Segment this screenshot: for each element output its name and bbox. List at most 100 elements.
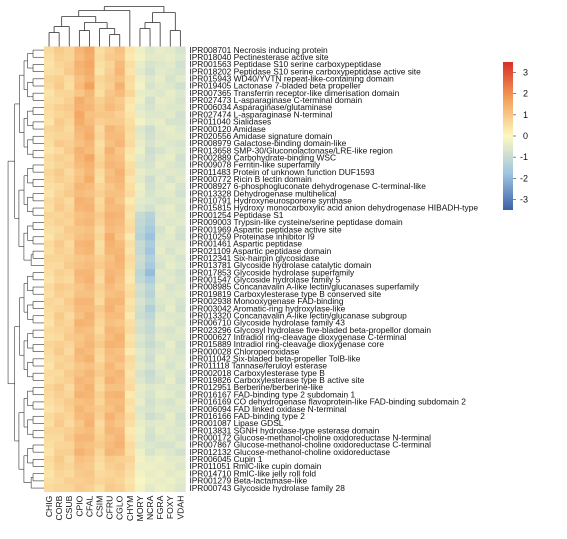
heatmap-cell xyxy=(84,484,95,492)
heatmap-cell xyxy=(64,125,75,133)
heatmap-cell xyxy=(155,355,166,363)
heatmap-cell xyxy=(124,147,136,155)
heatmap-cell xyxy=(114,297,126,306)
heatmap-cell xyxy=(165,168,176,177)
heatmap-cell xyxy=(175,247,186,256)
heatmap-cell xyxy=(114,53,126,62)
heatmap-cell xyxy=(175,369,186,378)
heatmap-cell xyxy=(94,455,105,464)
heatmap-cell xyxy=(104,312,115,320)
heatmap-cell xyxy=(114,398,126,406)
heatmap-cell xyxy=(104,175,115,184)
heatmap-cell xyxy=(114,427,126,435)
color-legend: 3 2 1 0 -1 -2 -3 xyxy=(503,62,528,210)
row-label: IPR006710 Glycoside hydrolase family 43 xyxy=(189,318,345,328)
heatmap-cell xyxy=(74,261,85,270)
heatmap-cell xyxy=(165,312,176,320)
heatmap-cell xyxy=(44,147,55,155)
heatmap-cell xyxy=(64,419,75,428)
heatmap-cell xyxy=(114,60,126,69)
heatmap-cell xyxy=(84,60,95,69)
colorbar-tick-label: 0 xyxy=(523,131,528,141)
heatmap-cell xyxy=(165,326,176,334)
heatmap-cell xyxy=(145,448,156,457)
heatmap-cell xyxy=(124,355,136,363)
heatmap-cell xyxy=(124,477,136,485)
heatmap-cell xyxy=(134,355,146,363)
heatmap-cell xyxy=(54,427,65,435)
heatmap-cell xyxy=(124,82,136,90)
heatmap-cell xyxy=(64,147,75,155)
heatmap-cell xyxy=(64,139,75,148)
row-label: IPR018202 Peptidase S10 serine carboxype… xyxy=(189,66,421,76)
heatmap-cell xyxy=(84,254,95,263)
heatmap-cell xyxy=(74,139,85,148)
heatmap-cell xyxy=(145,398,156,406)
heatmap-cell xyxy=(124,218,136,227)
heatmap-cell xyxy=(84,441,95,449)
heatmap-cell xyxy=(94,405,105,413)
heatmap-cell xyxy=(84,477,95,485)
heatmap-cell xyxy=(104,118,115,126)
heatmap-cell xyxy=(145,434,156,442)
heatmap-cell xyxy=(134,484,146,492)
heatmap-cell xyxy=(104,240,115,248)
heatmap-cell xyxy=(104,362,115,370)
heatmap-cell xyxy=(44,297,55,306)
heatmap-cell xyxy=(114,412,126,421)
heatmap-cell xyxy=(54,441,65,449)
row-label: IPR011118 Tannase/feruloyl esterase xyxy=(189,361,327,371)
heatmap-cell xyxy=(124,448,136,457)
heatmap-cell xyxy=(74,448,85,457)
heatmap-cell xyxy=(54,383,65,392)
heatmap-cell xyxy=(84,326,95,334)
heatmap-cell xyxy=(124,226,136,234)
heatmap-cell xyxy=(155,448,166,457)
column-label: NCRA xyxy=(145,495,155,520)
heatmap-cell xyxy=(74,383,85,392)
heatmap-cell xyxy=(94,283,105,291)
heatmap-cell xyxy=(155,75,166,83)
column-label: FOXY xyxy=(165,495,175,519)
heatmap-cell xyxy=(114,197,126,205)
heatmap-cell xyxy=(145,154,156,162)
heatmap-cell xyxy=(64,462,75,471)
heatmap-cell xyxy=(155,427,166,435)
heatmap-cell xyxy=(145,254,156,263)
heatmap-cell xyxy=(64,276,75,284)
heatmap-cell xyxy=(54,319,65,327)
heatmap-cell xyxy=(165,82,176,90)
heatmap-cell xyxy=(64,333,75,342)
heatmap-cell xyxy=(155,204,166,212)
heatmap-cell xyxy=(134,75,146,83)
heatmap-cell xyxy=(155,168,166,177)
heatmap-cell xyxy=(94,477,105,485)
heatmap-cell xyxy=(74,147,85,155)
heatmap-cell xyxy=(104,218,115,227)
row-label: IPR017853 Glycoside hydrolase superfamil… xyxy=(189,267,355,277)
heatmap-cell xyxy=(44,226,55,234)
heatmap-cell xyxy=(104,470,115,478)
heatmap-cell xyxy=(155,96,166,105)
heatmap-cell xyxy=(165,290,176,299)
heatmap-cell xyxy=(74,455,85,464)
heatmap-cell xyxy=(175,60,186,69)
heatmap-cell xyxy=(155,276,166,284)
heatmap-cell xyxy=(64,190,75,198)
heatmap-cell xyxy=(134,53,146,62)
heatmap-cell xyxy=(104,154,115,162)
heatmap-cell xyxy=(175,218,186,227)
heatmap-cell xyxy=(84,261,95,270)
heatmap-cell xyxy=(175,254,186,263)
heatmap-cell xyxy=(155,161,166,169)
heatmap-cell xyxy=(44,326,55,334)
heatmap-cell xyxy=(114,204,126,212)
row-label: IPR002018 Carboxylesterase type B xyxy=(189,368,325,378)
heatmap-cell xyxy=(145,484,156,492)
row-label: IPR019826 Carboxylesterase type B active… xyxy=(189,375,364,385)
row-label: IPR015943 WD40/YVTN repeat-like-containi… xyxy=(189,74,394,84)
heatmap-cell xyxy=(84,427,95,435)
heatmap-cell xyxy=(64,111,75,119)
row-label: IPR008985 Concanavalin A-like lectin/glu… xyxy=(189,282,419,292)
heatmap-cell xyxy=(84,419,95,428)
